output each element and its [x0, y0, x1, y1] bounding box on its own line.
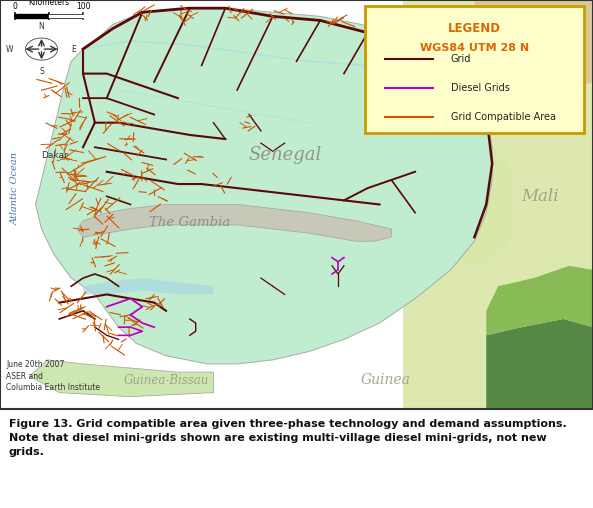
Polygon shape	[36, 8, 492, 364]
Text: E: E	[71, 45, 76, 53]
Text: 100: 100	[76, 3, 90, 12]
Text: Dakar: Dakar	[42, 151, 68, 160]
Text: Guinea-Bissau: Guinea-Bissau	[123, 374, 209, 387]
Polygon shape	[486, 319, 593, 409]
Text: Diesel Grids: Diesel Grids	[451, 83, 509, 93]
Text: LEGEND: LEGEND	[448, 22, 501, 36]
Text: June 20th 2007
ASER and
Columbia Earth Institute: June 20th 2007 ASER and Columbia Earth I…	[6, 360, 100, 393]
Text: Figure 13. Grid compatible area given three-phase technology and demand assumpti: Figure 13. Grid compatible area given th…	[9, 419, 567, 457]
Text: WGS84 UTM 28 N: WGS84 UTM 28 N	[420, 43, 529, 53]
Text: S: S	[39, 67, 44, 76]
Text: Guinea: Guinea	[361, 373, 410, 387]
Text: The Gambia: The Gambia	[149, 216, 231, 229]
FancyBboxPatch shape	[365, 6, 584, 133]
Text: Mali: Mali	[521, 188, 559, 205]
Polygon shape	[474, 0, 593, 102]
Text: 0: 0	[12, 3, 17, 12]
Polygon shape	[486, 266, 593, 335]
Text: Grid Compatible Area: Grid Compatible Area	[451, 112, 556, 121]
Text: Kilometers: Kilometers	[28, 0, 69, 7]
Polygon shape	[77, 205, 391, 241]
Polygon shape	[83, 278, 213, 295]
Polygon shape	[30, 360, 213, 397]
Text: N: N	[39, 22, 44, 31]
Polygon shape	[415, 143, 510, 266]
Bar	[403, 0, 593, 409]
Text: Grid: Grid	[451, 54, 471, 65]
Text: W: W	[6, 45, 13, 53]
Text: Atlantic Ocean: Atlantic Ocean	[10, 151, 20, 225]
Text: Senegal: Senegal	[248, 146, 321, 165]
